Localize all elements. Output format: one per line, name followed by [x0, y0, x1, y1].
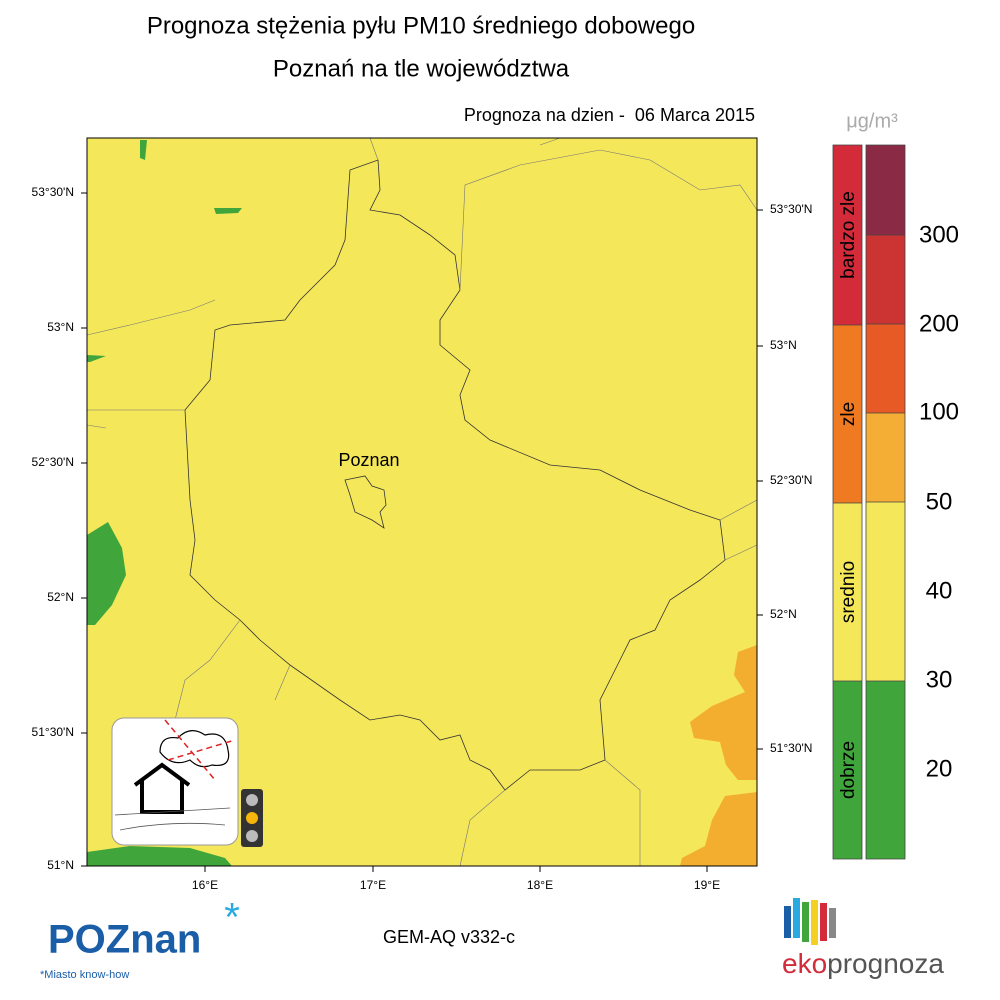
lat-label: 53°30'N	[770, 202, 812, 216]
logo-bar	[820, 903, 827, 941]
orange-area	[690, 645, 757, 780]
light	[246, 830, 258, 842]
title-line2: Poznań na tle województwa	[273, 55, 570, 82]
lat-label: 51°30'N	[770, 741, 812, 755]
logo-right-prefix: eko	[782, 948, 827, 979]
category-band	[833, 681, 862, 859]
orange-area	[680, 792, 757, 866]
legend: μg/m³ bardzo zle zle srednio dobrze 300 200 10…	[832, 110, 959, 860]
threshold-label: 300	[919, 221, 959, 248]
lat-label: 52°N	[770, 607, 797, 621]
light	[246, 794, 258, 806]
city-border	[344, 475, 387, 529]
logo-left: POZnan	[48, 918, 201, 962]
scale-band	[866, 502, 905, 681]
lat-label: 53°N	[770, 338, 797, 352]
cloud	[159, 730, 230, 768]
lon-label: 16°E	[192, 878, 218, 892]
lat-label: 53°30'N	[32, 185, 74, 199]
green-area	[214, 208, 242, 214]
threshold-label: 50	[926, 488, 953, 515]
green-area	[87, 355, 106, 362]
title-line1: Prognoza stężenia pyłu PM10 średniego do…	[147, 12, 695, 39]
threshold-label: 40	[926, 577, 953, 604]
category-band	[833, 145, 862, 325]
map: Poznan	[86, 137, 758, 867]
lat-label: 52°N	[47, 590, 74, 604]
category-label: dobrze	[838, 741, 859, 799]
threshold-label: 20	[926, 755, 953, 782]
category-label: zle	[838, 402, 859, 426]
lon-label: 19°E	[694, 878, 720, 892]
icon	[111, 717, 263, 847]
threshold-label: 200	[919, 310, 959, 337]
forecast-date: Prognoza na dzien - 06 Marca 2015	[464, 105, 755, 125]
legend-outline	[832, 144, 906, 860]
map-frame	[86, 137, 758, 867]
logo-right: ekoprognoza	[782, 948, 944, 979]
lat-label: 52°30'N	[32, 455, 74, 469]
green-area	[87, 846, 232, 866]
logo-bar	[802, 902, 809, 942]
city-label: Poznan	[338, 450, 399, 470]
lon-label: 18°E	[527, 878, 553, 892]
legend-unit: μg/m³	[846, 110, 898, 132]
scale-band	[866, 145, 905, 235]
lon-label: 17°E	[360, 878, 386, 892]
logo-bar	[811, 900, 818, 945]
logo-bar	[829, 908, 836, 938]
green-area	[140, 140, 147, 160]
light	[246, 812, 258, 824]
scale-band	[866, 413, 905, 502]
model-name: GEM-AQ v332-c	[383, 927, 515, 947]
scale-band	[866, 324, 905, 413]
logo-asterisk: *	[224, 896, 240, 940]
lat-label: 51°N	[47, 858, 74, 872]
threshold-label: 100	[919, 398, 959, 425]
logo-right-suffix: prognoza	[827, 948, 944, 979]
category-band	[833, 503, 862, 681]
threshold-label: 30	[926, 666, 953, 693]
ground	[114, 807, 231, 831]
lat-label: 51°30'N	[32, 725, 74, 739]
cross	[164, 719, 236, 781]
green-area	[87, 522, 126, 625]
logo-bar	[793, 898, 800, 938]
scale-band	[866, 681, 905, 859]
neighbor-border	[86, 137, 758, 867]
category-band	[833, 325, 862, 503]
lat-label: 53°N	[47, 320, 74, 334]
lat-label: 52°30'N	[770, 473, 812, 487]
footer: POZnan * *Miasto know-how GEM-AQ v332-c …	[40, 896, 944, 981]
logo-tagline: *Miasto know-how	[40, 969, 129, 981]
category-label: srednio	[838, 561, 859, 623]
logo-bar	[784, 906, 791, 938]
scale-band	[866, 235, 905, 324]
category-label: bardzo zle	[838, 191, 859, 279]
